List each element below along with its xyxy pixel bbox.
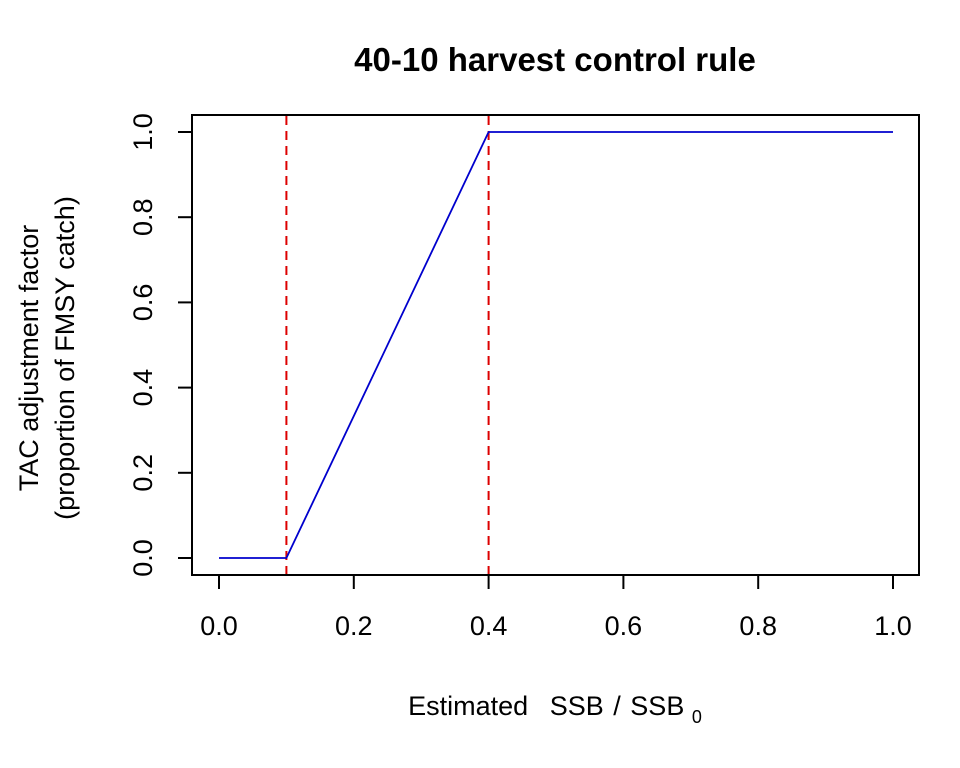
x-axis-label-numerator: SSB	[550, 691, 604, 721]
y-tick-label-1: 0.2	[128, 454, 158, 492]
x-tick-label-3: 0.6	[605, 611, 643, 641]
y-tick-label-5: 1.0	[128, 113, 158, 151]
series-line-0	[219, 131, 893, 559]
x-axis: 0.0 0.2 0.4 0.6 0.8 1.0	[200, 575, 912, 641]
y-tick-label-0: 0.0	[128, 539, 158, 577]
reference-lines	[285, 116, 490, 574]
x-axis-label-slash: /	[613, 691, 621, 721]
y-tick-label-2: 0.4	[128, 369, 158, 407]
x-tick-label-2: 0.4	[470, 611, 508, 641]
x-axis-label: Estimated SSB / SSB 0	[408, 691, 702, 727]
y-tick-label-3: 0.6	[128, 284, 158, 322]
x-tick-label-5: 1.0	[874, 611, 912, 641]
x-tick-label-1: 0.2	[335, 611, 373, 641]
x-axis-label-denominator: SSB	[630, 691, 684, 721]
chart-title: 40-10 harvest control rule	[354, 41, 756, 78]
x-tick-label-0: 0.0	[200, 611, 238, 641]
y-axis-label-line-2: (proportion of FMSY catch)	[50, 196, 80, 520]
y-axis: 0.0 0.2 0.4 0.6 0.8 1.0	[128, 113, 192, 577]
y-tick-label-4: 0.8	[128, 198, 158, 236]
y-axis-label: TAC adjustment factor (proportion of FMS…	[14, 196, 80, 520]
plot-frame	[191, 114, 920, 576]
x-axis-label-prefix: Estimated	[408, 691, 528, 721]
series-group	[219, 131, 893, 559]
x-axis-label-subscript: 0	[692, 707, 702, 727]
x-tick-label-4: 0.8	[739, 611, 777, 641]
y-axis-label-line-1: TAC adjustment factor	[14, 225, 44, 492]
